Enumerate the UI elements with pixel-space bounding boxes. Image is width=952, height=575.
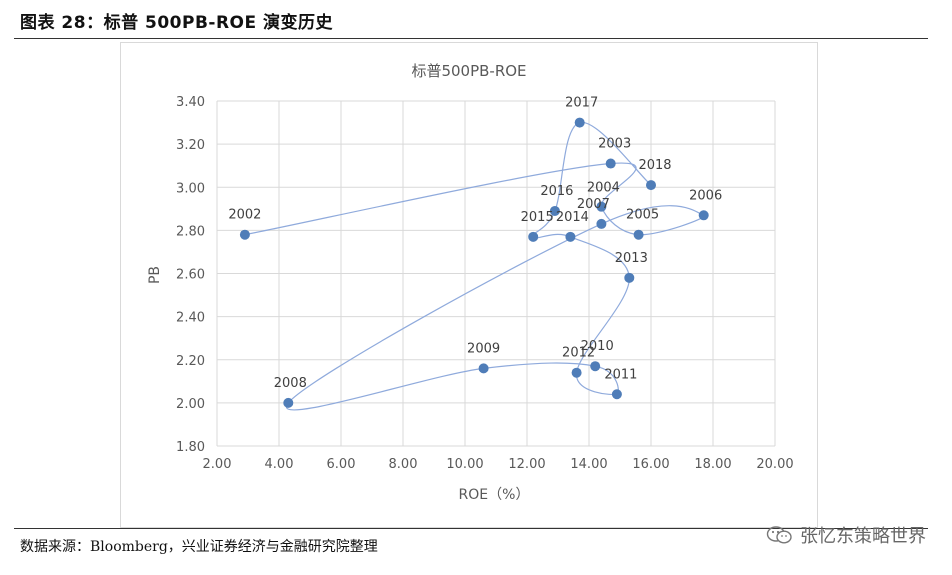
data-point-2007 xyxy=(596,218,607,229)
data-point-2013 xyxy=(624,272,635,283)
x-tick-label: 4.00 xyxy=(265,457,294,472)
y-tick-label: 3.40 xyxy=(176,95,205,110)
y-tick-label: 1.80 xyxy=(176,440,205,455)
point-label-2005: 2005 xyxy=(626,208,659,223)
data-point-2012 xyxy=(571,367,582,378)
chart-frame: 标普500PB-ROE 2.00 4.00 6.00 8.00 10.00 12.00 14… xyxy=(120,42,818,528)
point-label-2010: 2010 xyxy=(581,339,614,354)
y-tick-label: 2.40 xyxy=(176,311,205,326)
data-point-2017 xyxy=(574,117,585,128)
data-point-2004 xyxy=(596,201,607,212)
y-tick-label: 3.00 xyxy=(176,181,205,196)
point-label-2016: 2016 xyxy=(540,184,573,199)
pb-roe-chart: 标普500PB-ROE 2.00 4.00 6.00 8.00 10.00 12.00 14… xyxy=(147,62,794,503)
data-point-2018 xyxy=(646,180,656,191)
x-tick-label: 18.00 xyxy=(694,457,731,472)
x-tick-label: 2.00 xyxy=(203,457,232,472)
x-axis-ticks: 2.00 4.00 6.00 8.00 10.00 12.00 14.00 16.00 18.0… xyxy=(203,457,794,472)
point-label-2009: 2009 xyxy=(467,341,500,356)
grid-lines xyxy=(216,100,776,447)
source-note: 数据来源：Bloomberg，兴业证券经济与金融研究院整理 xyxy=(20,539,378,555)
data-point-2015 xyxy=(528,231,539,242)
data-point-2005 xyxy=(633,229,644,240)
figure-title: 图表 28：标普 500PB-ROE 演变历史 xyxy=(20,13,334,33)
data-point-2016 xyxy=(549,205,560,216)
point-label-2013: 2013 xyxy=(615,251,648,266)
data-point-2002 xyxy=(239,229,250,240)
y-axis-label: PB xyxy=(147,266,163,284)
x-tick-label: 12.00 xyxy=(508,457,545,472)
y-axis-ticks: 1.80 2.00 2.20 2.40 2.60 2.80 3.00 3.20 3.40 xyxy=(176,95,205,455)
x-tick-label: 8.00 xyxy=(389,457,418,472)
data-points xyxy=(239,117,709,408)
y-tick-label: 2.20 xyxy=(176,354,205,369)
data-point-2009 xyxy=(478,363,489,374)
chart-title: 标普500PB-ROE xyxy=(411,62,526,80)
point-label-2002: 2002 xyxy=(228,208,261,223)
point-label-2007: 2007 xyxy=(577,197,610,212)
point-label-2003: 2003 xyxy=(598,137,631,152)
point-label-2017: 2017 xyxy=(565,96,598,111)
point-label-2014: 2014 xyxy=(556,210,589,225)
x-axis-label: ROE（%） xyxy=(459,487,530,503)
x-tick-label: 20.00 xyxy=(756,457,793,472)
point-label-2004: 2004 xyxy=(587,181,620,196)
point-label-2018: 2018 xyxy=(638,158,671,173)
x-tick-label: 14.00 xyxy=(570,457,607,472)
data-point-2003 xyxy=(605,158,616,169)
y-tick-label: 2.00 xyxy=(176,397,205,412)
point-label-2012: 2012 xyxy=(562,346,595,361)
data-point-2006 xyxy=(698,210,709,221)
data-point-2008 xyxy=(283,397,294,408)
x-tick-label: 10.00 xyxy=(446,457,483,472)
watermark: 张忆东策略世界 xyxy=(766,522,926,548)
point-label-2008: 2008 xyxy=(274,376,307,391)
y-tick-label: 2.60 xyxy=(176,268,205,283)
top-rule xyxy=(14,38,928,39)
x-tick-label: 16.00 xyxy=(632,457,669,472)
data-point-2010 xyxy=(590,361,601,372)
wechat-icon xyxy=(766,526,792,544)
point-label-2006: 2006 xyxy=(689,188,722,203)
point-labels: 2002 2003 2004 2005 2006 2007 2008 2009 2010 2011… xyxy=(228,96,722,391)
bottom-rule xyxy=(14,528,928,529)
x-tick-label: 6.00 xyxy=(327,457,356,472)
watermark-text: 张忆东策略世界 xyxy=(800,526,926,547)
data-point-2014 xyxy=(565,231,576,242)
point-label-2011: 2011 xyxy=(604,367,637,382)
y-tick-label: 3.20 xyxy=(176,138,205,153)
data-point-2011 xyxy=(611,389,622,400)
y-tick-label: 2.80 xyxy=(176,224,205,239)
point-label-2015: 2015 xyxy=(521,210,554,225)
